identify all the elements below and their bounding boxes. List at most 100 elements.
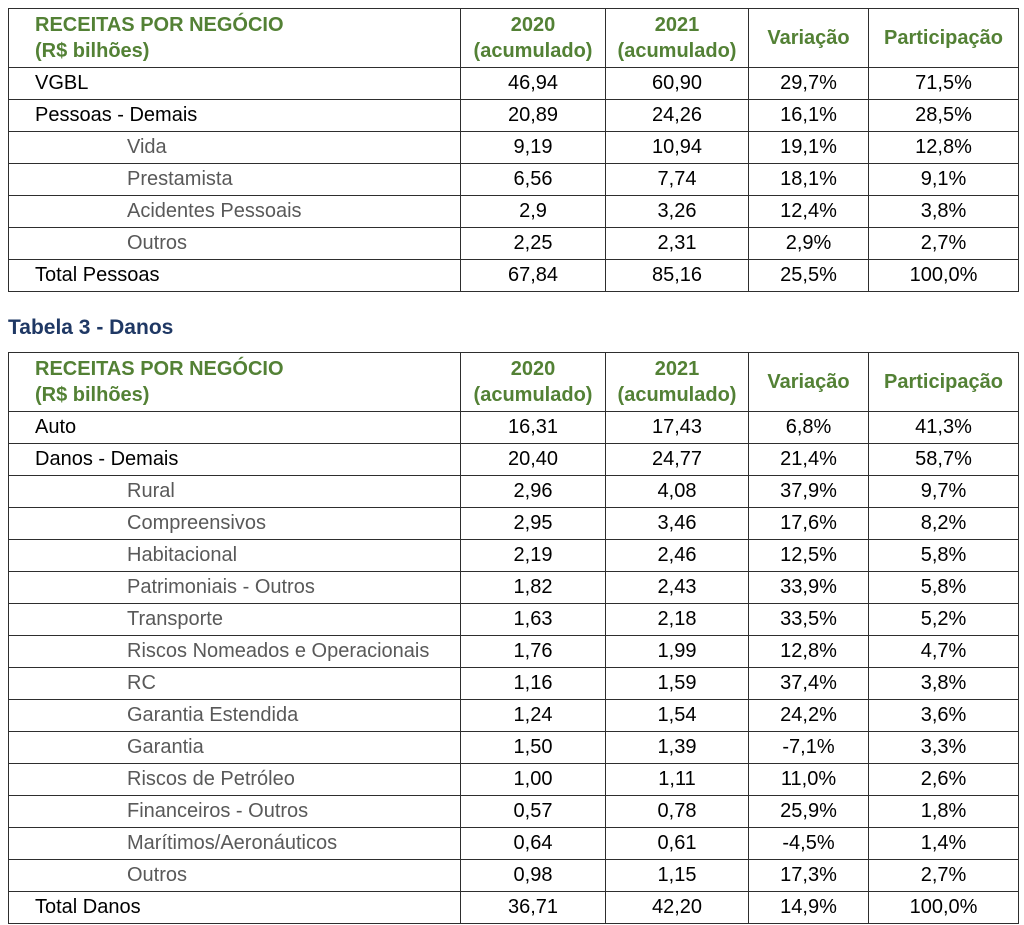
danos-table: RECEITAS POR NEGÓCIO (R$ bilhões) 2020 (… [8,352,1019,924]
value-variacao: 12,8% [748,635,869,668]
header-receitas-line1: RECEITAS POR NEGÓCIO [35,14,284,36]
header-receitas: RECEITAS POR NEGÓCIO (R$ bilhões) [8,352,461,412]
value-variacao: 14,9% [748,891,869,924]
value-participacao: 2,7% [868,227,1019,260]
row-label: Acidentes Pessoais [8,195,461,228]
table-row: Patrimoniais - Outros 1,82 2,43 33,9% 5,8% [8,571,1019,604]
row-label: Rural [8,475,461,508]
value-participacao: 9,7% [868,475,1019,508]
table-row: RC 1,16 1,59 37,4% 3,8% [8,667,1019,700]
table-row: Compreensivos 2,95 3,46 17,6% 8,2% [8,507,1019,540]
row-label: Habitacional [8,539,461,572]
value-participacao: 3,3% [868,731,1019,764]
table-row: Danos - Demais 20,40 24,77 21,4% 58,7% [8,443,1019,476]
value-participacao: 100,0% [868,891,1019,924]
value-participacao: 1,4% [868,827,1019,860]
value-2020: 16,31 [460,411,606,444]
value-2020: 0,98 [460,859,606,892]
value-participacao: 4,7% [868,635,1019,668]
table-row: Acidentes Pessoais 2,9 3,26 12,4% 3,8% [8,195,1019,228]
table-row: Garantia Estendida 1,24 1,54 24,2% 3,6% [8,699,1019,732]
value-2021: 1,99 [605,635,749,668]
value-2021: 24,77 [605,443,749,476]
value-2020: 1,76 [460,635,606,668]
row-label: Outros [8,227,461,260]
value-participacao: 1,8% [868,795,1019,828]
header-2020-line2: (acumulado) [473,384,593,406]
row-label: RC [8,667,461,700]
table-row: Auto 16,31 17,43 6,8% 41,3% [8,411,1019,444]
value-2021: 2,18 [605,603,749,636]
header-participacao: Participação [868,352,1019,412]
header-2020-line1: 2020 [510,14,556,36]
value-participacao: 3,6% [868,699,1019,732]
value-2021: 42,20 [605,891,749,924]
table-row: Transporte 1,63 2,18 33,5% 5,2% [8,603,1019,636]
row-label: VGBL [8,67,461,100]
value-participacao: 71,5% [868,67,1019,100]
table-row: Total Pessoas 67,84 85,16 25,5% 100,0% [8,259,1019,292]
value-2020: 20,89 [460,99,606,132]
header-receitas-line2: (R$ bilhões) [35,384,150,406]
value-2021: 2,46 [605,539,749,572]
value-variacao: 16,1% [748,99,869,132]
value-2021: 2,43 [605,571,749,604]
table-row: Rural 2,96 4,08 37,9% 9,7% [8,475,1019,508]
value-variacao: 29,7% [748,67,869,100]
value-2021: 85,16 [605,259,749,292]
header-row: RECEITAS POR NEGÓCIO (R$ bilhões) 2020 (… [8,352,1019,412]
value-2020: 67,84 [460,259,606,292]
value-2021: 1,15 [605,859,749,892]
header-variacao: Variação [748,352,869,412]
value-2020: 2,19 [460,539,606,572]
value-2021: 1,59 [605,667,749,700]
value-variacao: 37,4% [748,667,869,700]
value-variacao: 21,4% [748,443,869,476]
value-2020: 0,64 [460,827,606,860]
value-participacao: 3,8% [868,667,1019,700]
value-variacao: 6,8% [748,411,869,444]
value-2020: 1,82 [460,571,606,604]
row-label: Garantia [8,731,461,764]
value-participacao: 9,1% [868,163,1019,196]
table-row: Garantia 1,50 1,39 -7,1% 3,3% [8,731,1019,764]
row-label: Patrimoniais - Outros [8,571,461,604]
value-2020: 46,94 [460,67,606,100]
value-2021: 7,74 [605,163,749,196]
value-variacao: 12,4% [748,195,869,228]
value-2021: 3,46 [605,507,749,540]
value-2021: 60,90 [605,67,749,100]
value-participacao: 5,8% [868,571,1019,604]
row-label: Transporte [8,603,461,636]
section-title: Tabela 3 - Danos [8,316,174,339]
row-label: Marítimos/Aeronáuticos [8,827,461,860]
value-variacao: -4,5% [748,827,869,860]
value-2020: 36,71 [460,891,606,924]
value-variacao: 17,3% [748,859,869,892]
value-2020: 6,56 [460,163,606,196]
value-participacao: 100,0% [868,259,1019,292]
value-variacao: 24,2% [748,699,869,732]
table-row: Total Danos 36,71 42,20 14,9% 100,0% [8,891,1019,924]
row-label: Total Pessoas [8,259,461,292]
value-variacao: 25,5% [748,259,869,292]
value-2021: 17,43 [605,411,749,444]
value-variacao: -7,1% [748,731,869,764]
row-label: Compreensivos [8,507,461,540]
value-2020: 20,40 [460,443,606,476]
value-2020: 2,9 [460,195,606,228]
header-2020-line2: (acumulado) [473,40,593,62]
value-participacao: 3,8% [868,195,1019,228]
value-2020: 1,63 [460,603,606,636]
row-label: Auto [8,411,461,444]
value-participacao: 5,2% [868,603,1019,636]
pessoas-table: RECEITAS POR NEGÓCIO (R$ bilhões) 2020 (… [8,8,1019,292]
value-variacao: 37,9% [748,475,869,508]
value-participacao: 58,7% [868,443,1019,476]
row-label: Riscos de Petróleo [8,763,461,796]
header-variacao: Variação [748,8,869,68]
table-row: Financeiros - Outros 0,57 0,78 25,9% 1,8% [8,795,1019,828]
value-variacao: 11,0% [748,763,869,796]
value-variacao: 33,5% [748,603,869,636]
value-variacao: 18,1% [748,163,869,196]
